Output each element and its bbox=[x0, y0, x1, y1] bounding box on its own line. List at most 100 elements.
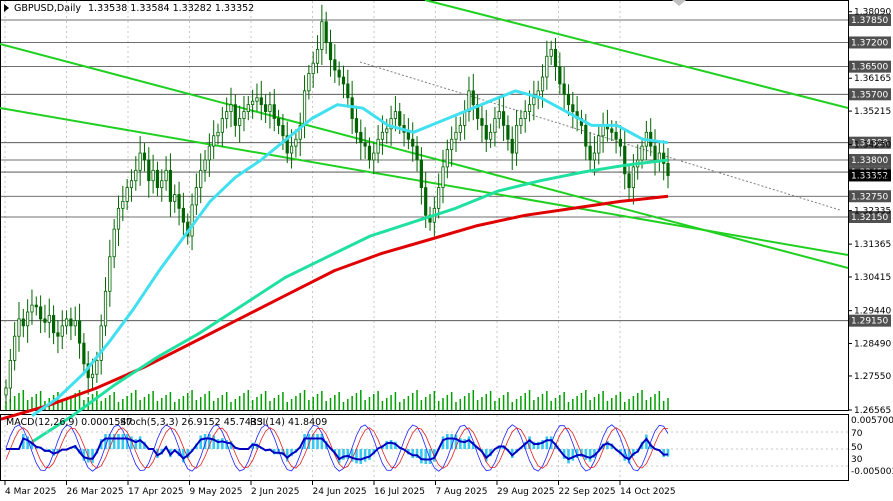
macd-histogram-bar bbox=[91, 449, 94, 463]
macd-histogram-bar bbox=[311, 434, 315, 449]
candle-body bbox=[233, 104, 237, 126]
indicator-header: MACD(12,26,9) 0.0001547 Stoch(5,3,3) 26.… bbox=[6, 417, 327, 428]
macd-histogram-bar bbox=[623, 449, 627, 461]
candle-body bbox=[437, 187, 441, 209]
candle-body bbox=[584, 125, 588, 147]
y-tick-label: 1.38090 bbox=[854, 8, 891, 18]
candle-body bbox=[532, 97, 536, 106]
macd-histogram-bar bbox=[446, 434, 449, 449]
y-tick-label: 1.35215 bbox=[854, 107, 891, 117]
candle-body bbox=[302, 90, 307, 126]
candle-body bbox=[324, 21, 328, 43]
candle-body bbox=[134, 169, 138, 182]
candle-body bbox=[276, 118, 281, 126]
candle-body bbox=[566, 93, 571, 106]
x-tick-label: 29 Aug 2025 bbox=[497, 487, 555, 497]
y-tick-label: 1.34250 bbox=[854, 140, 891, 150]
x-tick-label: 17 Apr 2025 bbox=[128, 487, 184, 497]
indicator-axis-label: 0.0057005 bbox=[851, 416, 893, 426]
macd-histogram-bar bbox=[467, 436, 471, 449]
candle-body bbox=[328, 42, 333, 61]
macd-histogram-bar bbox=[666, 449, 670, 457]
level-price-box bbox=[849, 314, 891, 327]
price-axis: 1.38090 1.36165 1.35215 1.34250 1.33300 1.323… bbox=[848, 8, 891, 416]
candle-body bbox=[592, 152, 597, 161]
candle-body bbox=[147, 159, 151, 182]
macd-histogram-bar bbox=[523, 441, 527, 449]
candle-body bbox=[315, 48, 320, 64]
candle-body bbox=[527, 104, 532, 112]
trading-panel-toggle-icon[interactable] bbox=[672, 0, 686, 6]
macd-histogram-bar bbox=[177, 449, 181, 457]
macd-histogram-bar bbox=[186, 449, 190, 458]
macd-histogram-bar bbox=[342, 449, 345, 460]
level-price-label: 1.37200 bbox=[851, 38, 888, 48]
macd-histogram-bar bbox=[528, 436, 531, 449]
candle-body bbox=[419, 159, 423, 189]
macd-histogram-bar bbox=[221, 438, 224, 449]
candlesticks bbox=[4, 4, 670, 404]
candle-body bbox=[108, 256, 112, 292]
macd-histogram-bar bbox=[138, 436, 142, 449]
candle-body bbox=[337, 69, 341, 78]
macd-histogram-bar bbox=[471, 441, 475, 449]
macd-histogram-bar bbox=[156, 449, 159, 458]
candle-body bbox=[610, 128, 614, 133]
candle-body bbox=[82, 342, 86, 365]
candle-body bbox=[506, 125, 510, 140]
macd-histogram-bar bbox=[420, 449, 423, 464]
macd-histogram-bar bbox=[415, 449, 419, 458]
macd-histogram-bar bbox=[536, 441, 540, 449]
candle-body bbox=[177, 194, 181, 209]
candle-body bbox=[181, 207, 185, 223]
macd-histogram-bar bbox=[337, 449, 341, 464]
candle-body bbox=[69, 318, 73, 327]
macd-histogram-bar bbox=[645, 434, 648, 449]
level-price-box bbox=[849, 88, 891, 101]
x-tick-label: 14 Oct 2025 bbox=[620, 487, 676, 497]
candle-body bbox=[666, 163, 670, 176]
macd-histogram-bar bbox=[545, 436, 549, 449]
macd-histogram-bar bbox=[112, 434, 116, 449]
macd-histogram-bar bbox=[588, 449, 592, 462]
stoch-label: Stoch(5,3,3) 26.9152 45.7433 bbox=[120, 417, 263, 428]
macd-histogram-bar bbox=[575, 449, 579, 458]
indicator-axis-label: 50 bbox=[851, 443, 863, 453]
y-tick-label: 1.31365 bbox=[854, 240, 891, 250]
candle-body bbox=[445, 149, 449, 168]
macd-histogram-bar bbox=[285, 449, 289, 462]
candle-body bbox=[562, 83, 566, 95]
candle-body bbox=[662, 152, 666, 164]
y-tick-label: 1.28490 bbox=[854, 339, 891, 349]
candle-body bbox=[450, 138, 454, 151]
x-tick-label: 26 Mar 2025 bbox=[67, 487, 124, 497]
candle-body bbox=[194, 187, 198, 206]
macd-histogram-bar bbox=[454, 434, 458, 449]
macd-histogram-bar bbox=[316, 434, 319, 449]
macd-histogram-bar bbox=[368, 449, 371, 460]
candle-body bbox=[623, 145, 627, 175]
macd-histogram-bar bbox=[567, 449, 570, 464]
horizontal-levels: 1.37850 1.37200 1.36500 1.35700 1.34300 1.338… bbox=[1, 14, 891, 327]
candle-body bbox=[56, 332, 60, 337]
ma-fast-line bbox=[31, 89, 669, 417]
macd-histogram-bar bbox=[117, 434, 120, 449]
macd-histogram-bar bbox=[346, 449, 350, 459]
x-tick-label: 16 Jul 2025 bbox=[374, 487, 425, 497]
candle-body bbox=[341, 76, 346, 85]
macd-histogram-bar bbox=[290, 449, 293, 457]
ma-mid-line bbox=[29, 158, 669, 445]
candle-body bbox=[116, 207, 121, 230]
macd-histogram-bar bbox=[203, 434, 207, 449]
candle-body bbox=[424, 187, 428, 216]
candle-body bbox=[523, 111, 527, 119]
candle-body bbox=[298, 125, 302, 140]
macd-histogram-bar bbox=[307, 434, 311, 449]
candle-body bbox=[4, 387, 8, 396]
candle-body bbox=[30, 304, 34, 313]
candle-body bbox=[121, 201, 125, 209]
x-tick-label: 4 Mar 2025 bbox=[5, 487, 56, 497]
x-tick-label: 2 Jun 2025 bbox=[251, 487, 299, 497]
rsi-label: RSI(14) 41.8409 bbox=[250, 417, 327, 428]
